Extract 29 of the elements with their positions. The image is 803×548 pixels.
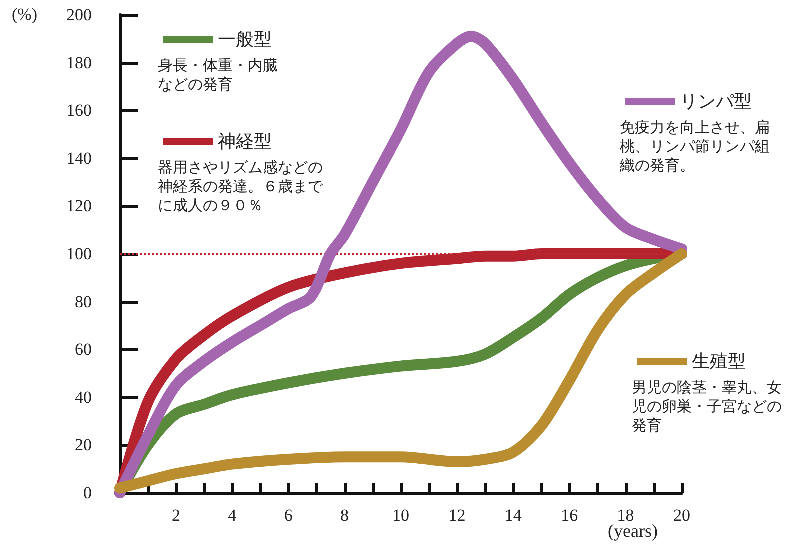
x-tick-label: 4 — [228, 506, 238, 525]
legend-label: 生殖型 — [692, 352, 746, 372]
y-tick-label: 140 — [66, 148, 92, 168]
annotation: 免疫力を向上させ、扁桃、リンパ節リンパ組織の発育。 — [619, 118, 770, 174]
y-tick-label: 80 — [75, 292, 92, 312]
x-tick-label: 2 — [172, 506, 180, 525]
x-tick-label: 12 — [448, 506, 466, 525]
y-tick-label: 40 — [75, 388, 92, 407]
x-tick-label: 8 — [340, 506, 350, 525]
y-tick-label: 200 — [66, 6, 92, 24]
legend-label: 神経型 — [218, 132, 272, 152]
annotation: 男児の陰茎・睾丸、女児の卵巣・子宮などの発育 — [632, 378, 782, 434]
x-tick-label: 14 — [504, 506, 522, 525]
x-tick-label: 10 — [392, 506, 410, 525]
annotation: 器用さやリズム感などの神経系の発達。６歳までに成人の９０％ — [158, 158, 324, 214]
x-tick-label: 20 — [674, 506, 690, 525]
y-tick-label: 20 — [75, 436, 92, 455]
y-tick-label: 0 — [84, 484, 92, 502]
y-tick-label: 100 — [66, 244, 92, 264]
legend-label: リンパ型 — [680, 92, 752, 112]
annotation: 身長・体重・内臓などの発育 — [158, 56, 278, 94]
y-tick-label: 60 — [75, 340, 92, 360]
x-tick-label: 16 — [561, 506, 578, 525]
y-axis-title: (%) — [12, 5, 38, 24]
y-tick-label: 160 — [66, 101, 92, 120]
legend-label: 一般型 — [218, 30, 272, 50]
y-tick-label: 120 — [66, 196, 92, 216]
y-tick-label: 180 — [66, 53, 92, 72]
x-tick-label: 6 — [284, 506, 293, 525]
